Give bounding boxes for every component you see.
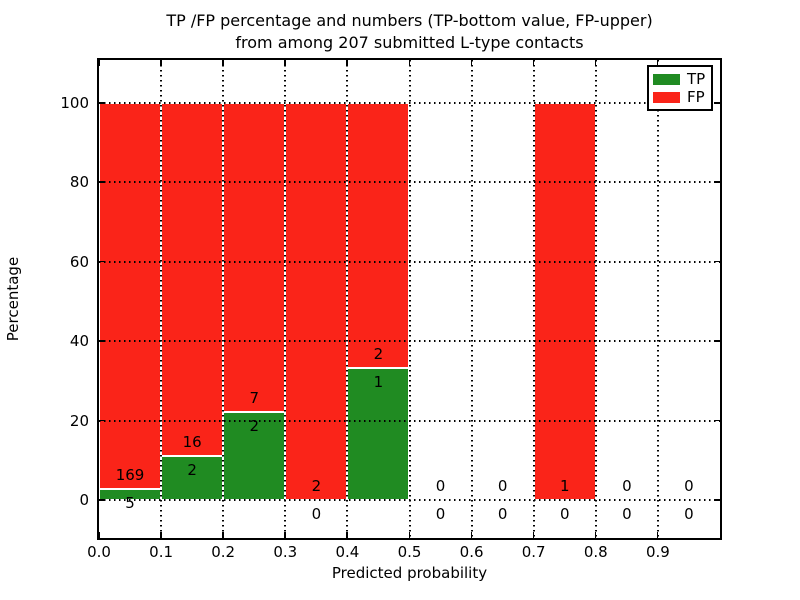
bar-count-label-fp: 0 xyxy=(622,477,632,495)
bar-count-label-tp: 0 xyxy=(311,505,322,523)
y-tick-label: 100 xyxy=(60,94,89,112)
bar-count-label-tp: 2 xyxy=(249,416,260,435)
bar-count-label-tp: 0 xyxy=(559,505,570,523)
tick-mark xyxy=(714,419,720,422)
bar-count-label-fp: 169 xyxy=(115,465,145,484)
legend-label-tp: TP xyxy=(687,70,706,88)
x-tick-label: 0.2 xyxy=(211,543,236,561)
y-tick-label: 0 xyxy=(79,491,89,509)
tick-mark xyxy=(346,532,348,538)
tick-mark xyxy=(408,532,410,538)
gridline xyxy=(656,60,659,538)
tick-mark xyxy=(470,60,473,66)
plot-area: 169 5 16 2 7 2 2 0 2 1 0 0 0 0 1 0 0 0 0 0 xyxy=(97,58,722,540)
gridline xyxy=(470,60,473,538)
bar-count-label-tp: 0 xyxy=(435,505,446,523)
tick-mark xyxy=(98,60,100,66)
x-tick-label: 0.3 xyxy=(273,543,298,561)
legend-label-fp: FP xyxy=(687,88,705,106)
tick-mark xyxy=(99,499,105,501)
tick-mark xyxy=(284,60,286,66)
gridline xyxy=(160,60,163,538)
tick-mark xyxy=(99,260,105,263)
bar-count-label-tp: 0 xyxy=(684,505,694,523)
tick-mark xyxy=(714,340,720,342)
x-tick-label: 0.8 xyxy=(583,543,608,561)
gridline xyxy=(222,60,225,538)
bar-segment-fp xyxy=(533,103,596,500)
x-tick-label: 0.4 xyxy=(335,543,360,561)
tick-mark xyxy=(470,532,473,538)
y-tick-label: 60 xyxy=(69,252,89,271)
tick-mark xyxy=(714,499,720,501)
tick-mark xyxy=(284,532,286,538)
tick-mark xyxy=(98,532,100,538)
gridline xyxy=(346,60,349,538)
gridline xyxy=(408,60,411,538)
bar-count-label-fp: 2 xyxy=(311,477,322,495)
bar-count-label-fp: 0 xyxy=(435,477,446,495)
bar-count-label-tp: 0 xyxy=(622,505,632,523)
tick-mark xyxy=(532,532,535,538)
tick-mark xyxy=(222,532,224,538)
legend-entry-tp: TP xyxy=(653,71,707,87)
tick-mark xyxy=(222,60,224,66)
tp-color-swatch xyxy=(653,73,680,85)
tick-mark xyxy=(99,102,105,104)
legend: TP FP xyxy=(647,65,713,111)
y-tick-label: 80 xyxy=(69,173,89,192)
tick-mark xyxy=(594,60,597,66)
fp-color-swatch xyxy=(653,91,680,103)
tick-mark xyxy=(714,181,720,183)
tick-mark xyxy=(532,60,535,66)
y-tick-label: 40 xyxy=(69,332,89,351)
x-tick-label: 0.0 xyxy=(87,543,111,561)
tick-mark xyxy=(714,102,720,104)
bar-count-label-fp: 16 xyxy=(182,432,202,451)
tick-mark xyxy=(160,60,162,66)
bar-count-label-tp: 2 xyxy=(187,460,197,479)
tick-mark xyxy=(346,60,348,66)
tick-mark xyxy=(408,60,410,66)
tick-mark xyxy=(594,532,597,538)
x-tick-label: 0.1 xyxy=(149,543,174,561)
bar-count-label-fp: 7 xyxy=(249,388,260,407)
tick-mark xyxy=(714,260,720,263)
tick-mark xyxy=(656,60,659,66)
tick-mark xyxy=(99,340,105,342)
bar-segment-fp xyxy=(161,103,224,456)
x-tick-label: 0.5 xyxy=(397,543,422,561)
bar-segment-fp xyxy=(285,103,348,500)
x-tick-label: 0.7 xyxy=(521,543,546,561)
bar-count-label-fp: 0 xyxy=(497,477,508,495)
gridline xyxy=(532,60,535,538)
bar-segment-fp xyxy=(347,103,410,368)
y-tick-label: 20 xyxy=(69,411,89,430)
chart-title: TP /FP percentage and numbers (TP-bottom… xyxy=(166,11,653,52)
gridline xyxy=(594,60,597,538)
tick-mark xyxy=(656,532,659,538)
bar-segment-fp xyxy=(99,103,162,489)
x-axis-label: Predicted probability xyxy=(331,564,488,582)
bar-count-label-tp: 5 xyxy=(125,493,135,512)
bar-count-label-fp: 0 xyxy=(684,477,694,495)
bar-count-label-fp: 1 xyxy=(559,477,570,495)
x-tick-label: 0.6 xyxy=(459,543,484,561)
x-tick-label: 0.9 xyxy=(645,543,670,561)
legend-entry-fp: FP xyxy=(653,89,707,105)
bar-segment-fp xyxy=(223,103,286,412)
bar-count-label-tp: 1 xyxy=(373,372,384,391)
tick-mark xyxy=(99,181,105,183)
tick-mark xyxy=(160,532,162,538)
gridline xyxy=(284,60,287,538)
bar-count-label-tp: 0 xyxy=(497,505,508,523)
tick-mark xyxy=(99,419,105,422)
bar-count-label-fp: 2 xyxy=(373,344,384,363)
